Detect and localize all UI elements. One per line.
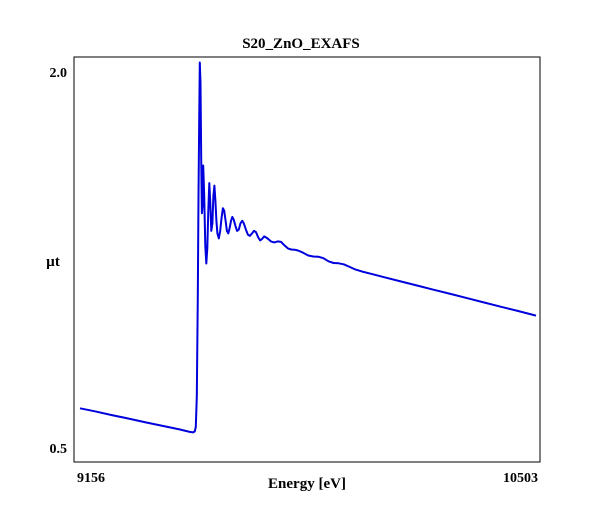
plot-frame <box>73 56 541 463</box>
series-layer <box>79 61 537 434</box>
x-axis-label: Energy [eV] <box>268 476 346 492</box>
y-tick-label-bottom: 0.5 <box>50 442 68 457</box>
y-tick-label-top: 2.0 <box>50 66 68 81</box>
x-tick-label-left: 9156 <box>77 471 105 486</box>
y-axis-label: µt <box>46 254 60 270</box>
chart-title: S20_ZnO_EXAFS <box>242 36 360 52</box>
x-tick-label-right: 10503 <box>503 471 538 486</box>
series-line-0 <box>79 61 537 434</box>
